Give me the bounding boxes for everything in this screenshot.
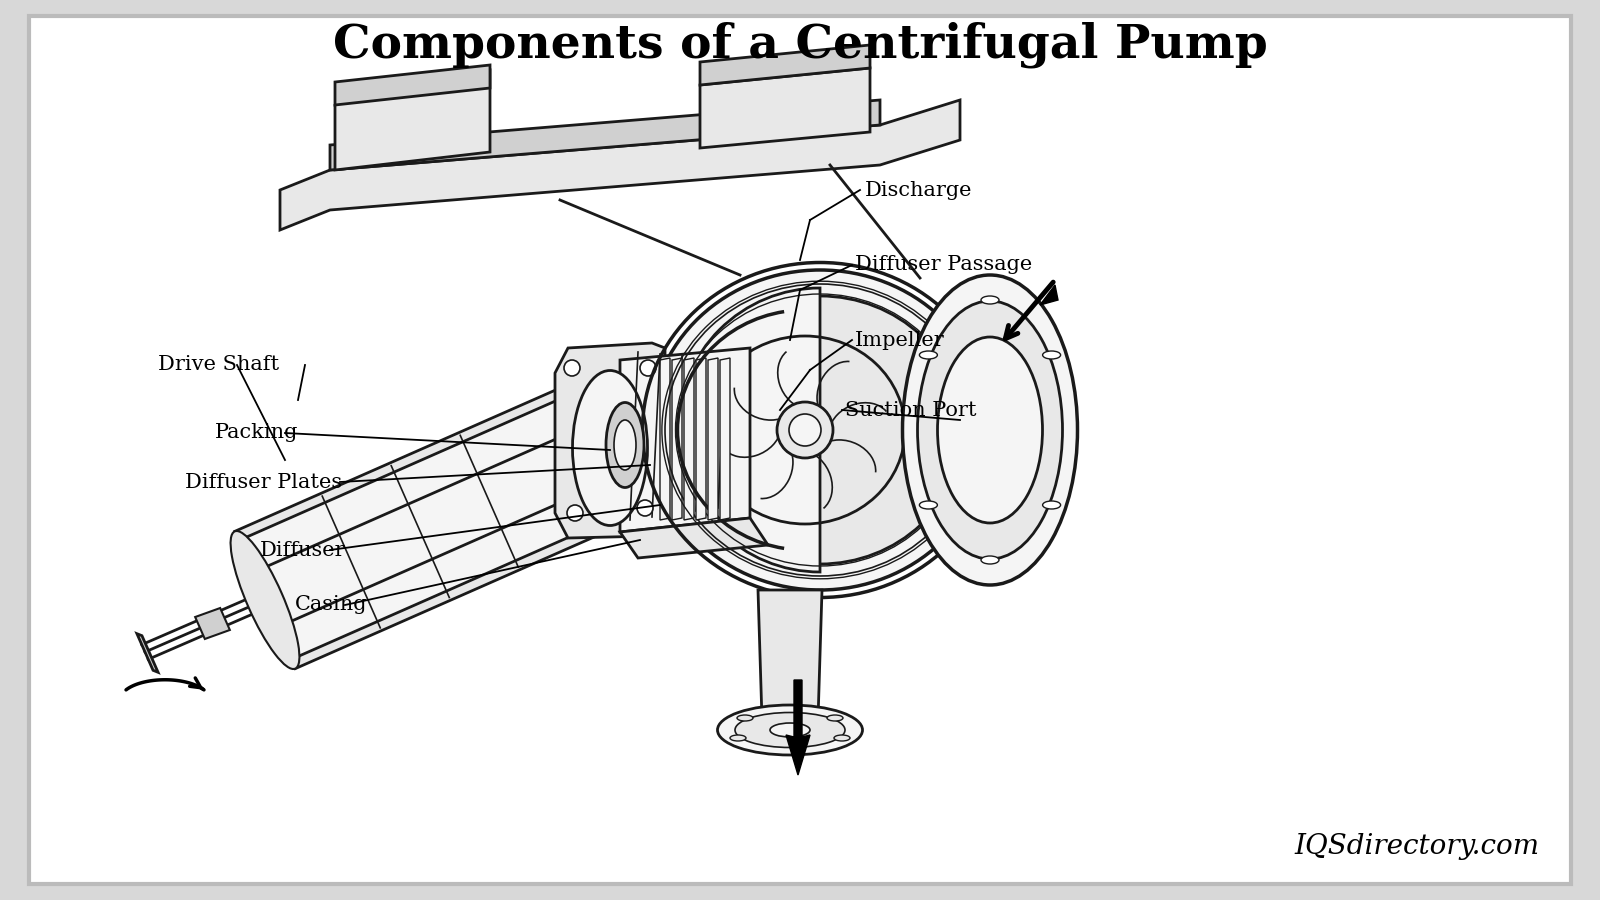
Polygon shape xyxy=(720,358,730,520)
Ellipse shape xyxy=(1043,351,1061,359)
Text: Diffuser: Diffuser xyxy=(259,541,346,560)
Ellipse shape xyxy=(573,371,648,526)
Ellipse shape xyxy=(827,715,843,721)
Circle shape xyxy=(778,402,834,458)
Circle shape xyxy=(566,505,582,521)
Text: Discharge: Discharge xyxy=(866,181,973,200)
Polygon shape xyxy=(253,420,622,627)
Wedge shape xyxy=(678,288,819,572)
Text: Casing: Casing xyxy=(294,596,368,615)
Ellipse shape xyxy=(576,379,645,517)
Ellipse shape xyxy=(917,301,1062,559)
Polygon shape xyxy=(334,65,490,105)
Ellipse shape xyxy=(230,531,299,669)
Polygon shape xyxy=(330,100,880,170)
Circle shape xyxy=(563,360,579,376)
Text: IQSdirectory.com: IQSdirectory.com xyxy=(1294,833,1539,860)
Circle shape xyxy=(640,360,656,376)
Polygon shape xyxy=(758,590,822,720)
Ellipse shape xyxy=(677,296,963,564)
Ellipse shape xyxy=(920,501,938,509)
Ellipse shape xyxy=(770,723,810,737)
Text: Suction Port: Suction Port xyxy=(845,400,976,419)
Polygon shape xyxy=(243,398,632,651)
Polygon shape xyxy=(280,100,960,230)
Ellipse shape xyxy=(920,351,938,359)
Polygon shape xyxy=(195,608,230,639)
Text: Diffuser Plates: Diffuser Plates xyxy=(186,472,342,491)
Polygon shape xyxy=(621,518,768,558)
Polygon shape xyxy=(238,389,637,660)
Polygon shape xyxy=(672,358,682,520)
Polygon shape xyxy=(235,380,640,669)
Ellipse shape xyxy=(981,296,998,304)
Polygon shape xyxy=(621,348,750,532)
Ellipse shape xyxy=(650,270,990,590)
Polygon shape xyxy=(1040,285,1058,305)
Ellipse shape xyxy=(834,735,850,741)
Text: Impeller: Impeller xyxy=(854,330,944,349)
Ellipse shape xyxy=(606,402,643,488)
Polygon shape xyxy=(661,358,670,520)
Ellipse shape xyxy=(738,715,754,721)
Ellipse shape xyxy=(938,337,1043,523)
Polygon shape xyxy=(786,680,810,775)
Polygon shape xyxy=(685,358,694,520)
Ellipse shape xyxy=(902,275,1077,585)
Polygon shape xyxy=(334,70,490,170)
Text: Packing: Packing xyxy=(214,424,298,443)
Text: Drive Shaft: Drive Shaft xyxy=(158,356,278,374)
Ellipse shape xyxy=(1043,501,1061,509)
Ellipse shape xyxy=(981,556,998,564)
Ellipse shape xyxy=(614,420,637,470)
Polygon shape xyxy=(555,343,666,538)
Polygon shape xyxy=(707,358,718,520)
Circle shape xyxy=(789,414,821,446)
Circle shape xyxy=(637,500,653,516)
Polygon shape xyxy=(701,45,870,85)
Polygon shape xyxy=(696,358,706,520)
Ellipse shape xyxy=(717,705,862,755)
Polygon shape xyxy=(138,634,158,672)
Ellipse shape xyxy=(734,713,845,748)
Polygon shape xyxy=(701,68,870,148)
Text: Diffuser Passage: Diffuser Passage xyxy=(854,256,1032,274)
Text: Components of a Centrifugal Pump: Components of a Centrifugal Pump xyxy=(333,22,1267,68)
Ellipse shape xyxy=(730,735,746,741)
